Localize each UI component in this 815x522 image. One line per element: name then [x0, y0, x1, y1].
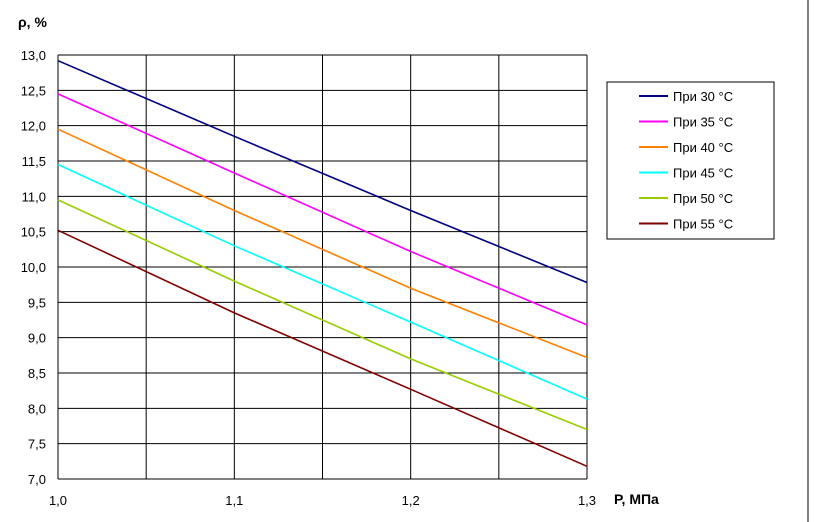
legend: При 30 °С При 35 °С При 40 °С При 45 °С При … — [606, 81, 775, 240]
x-tick-label: 1,0 — [49, 493, 67, 508]
y-tick-label: 13,0 — [21, 48, 46, 63]
legend-label-1: При 35 °С — [673, 115, 733, 130]
series-line-1 — [57, 93, 588, 326]
y-tick-label: 11,0 — [22, 189, 46, 204]
y-tick-label: 7,0 — [28, 472, 46, 487]
y-tick-label: 12,5 — [21, 83, 46, 98]
legend-label-3: При 45 °С — [673, 166, 733, 181]
legend-box — [606, 81, 775, 240]
series-line-3 — [57, 163, 588, 400]
x-tick-label: 1,1 — [225, 493, 243, 508]
series-line-4 — [57, 199, 588, 431]
series-lines — [57, 59, 588, 468]
y-tick-label: 8,0 — [28, 401, 46, 416]
y-axis-title: ρ, % — [18, 14, 47, 30]
x-axis-title: P, МПа — [614, 491, 659, 507]
y-tick-label: 10,5 — [21, 225, 46, 240]
legend-label-5: При 55 °С — [673, 217, 733, 232]
grid — [57, 54, 588, 480]
y-tick-label: 7,5 — [28, 437, 46, 452]
x-tick-label: 1,3 — [578, 493, 596, 508]
y-tick-label: 10,0 — [21, 260, 46, 275]
y-tick-label: 9,5 — [28, 295, 46, 310]
series-line-0 — [57, 59, 588, 284]
x-tick-label: 1,2 — [402, 493, 420, 508]
legend-label-2: При 40 °С — [673, 140, 733, 155]
series-line-5 — [57, 229, 588, 468]
series-line-2 — [57, 128, 588, 359]
legend-label-4: При 50 °С — [673, 191, 733, 206]
y-tick-label: 12,0 — [21, 119, 46, 134]
y-tick-label: 8,5 — [28, 366, 46, 381]
y-tick-label: 9,0 — [28, 331, 46, 346]
x-axis-ticks: 1,0 1,1 1,2 1,3 — [49, 493, 596, 508]
legend-label-0: При 30 °С — [673, 89, 733, 104]
y-tick-label: 11,5 — [22, 154, 46, 169]
y-axis-ticks: 7,0 7,5 8,0 8,5 9,0 9,5 10,0 10,5 11,0 11,5 12,0 12… — [21, 48, 46, 487]
